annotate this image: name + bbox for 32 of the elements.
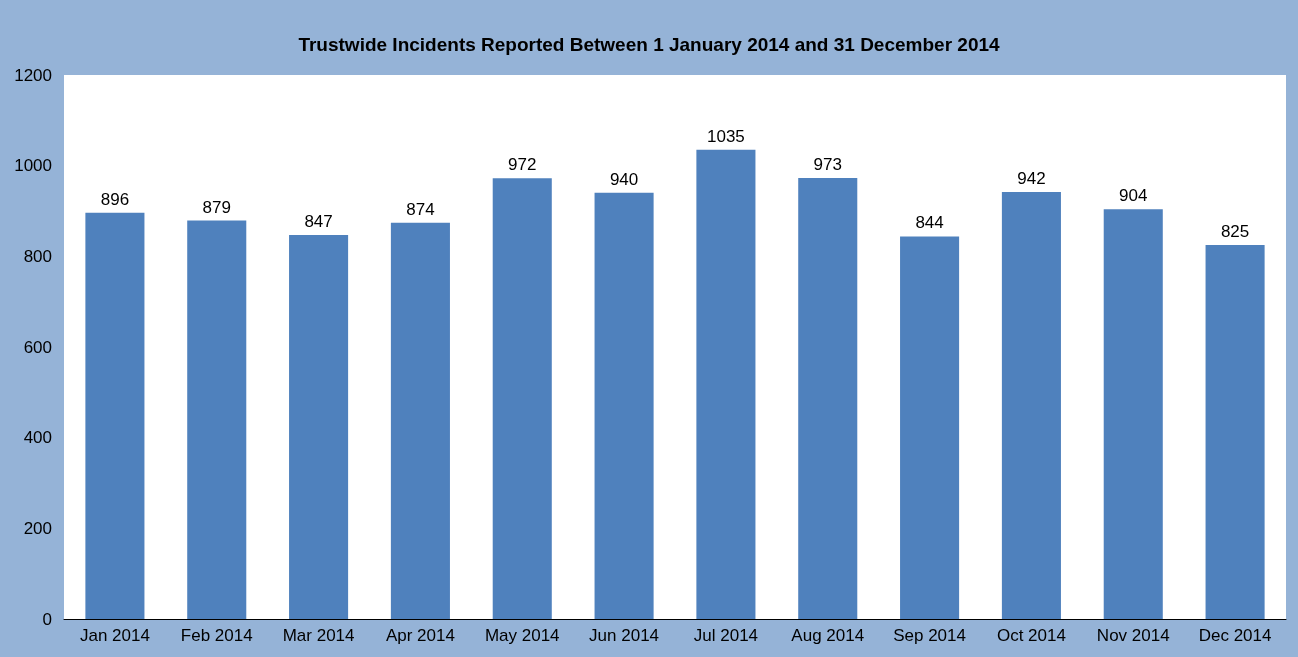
data-label: 940 xyxy=(609,169,639,189)
y-tick-label: 800 xyxy=(23,246,52,266)
x-tick-label: Mar 2014 xyxy=(282,626,355,645)
x-tick-label: Dec 2014 xyxy=(1198,626,1272,645)
y-tick-label: 200 xyxy=(23,518,52,538)
x-tick-label: Jan 2014 xyxy=(79,626,150,645)
y-tick-label: 1200 xyxy=(14,65,52,85)
data-label: 847 xyxy=(304,212,333,232)
chart-title: Trustwide Incidents Reported Between 1 January 2014 and 31 December 2014 xyxy=(298,34,1001,55)
data-label: 874 xyxy=(406,199,435,219)
x-tick-label: Oct 2014 xyxy=(996,626,1066,645)
x-tick-label: Jun 2014 xyxy=(589,626,660,645)
data-label: 825 xyxy=(1220,222,1250,241)
data-label: 844 xyxy=(915,213,944,233)
data-label: 972 xyxy=(508,155,537,175)
x-tick-label: Apr 2014 xyxy=(385,626,455,645)
x-tick-label: Feb 2014 xyxy=(180,626,253,645)
data-label: 904 xyxy=(1119,186,1148,206)
x-tick-label: Nov 2014 xyxy=(1096,626,1170,645)
data-label: 1035 xyxy=(707,126,745,146)
data-label: 879 xyxy=(202,197,231,217)
y-tick-label: 1000 xyxy=(14,156,52,176)
x-tick-label: May 2014 xyxy=(484,626,560,645)
data-label: 896 xyxy=(100,189,130,209)
y-tick-label: 600 xyxy=(23,337,52,357)
x-tick-label: Sep 2014 xyxy=(893,626,966,645)
x-tick-label: Jul 2014 xyxy=(693,626,759,645)
x-tick-label: Aug 2014 xyxy=(791,626,865,645)
y-tick-label: 400 xyxy=(23,428,52,448)
data-label: 973 xyxy=(813,154,842,174)
y-tick-label: 0 xyxy=(42,609,52,629)
data-label: 942 xyxy=(1017,168,1046,188)
